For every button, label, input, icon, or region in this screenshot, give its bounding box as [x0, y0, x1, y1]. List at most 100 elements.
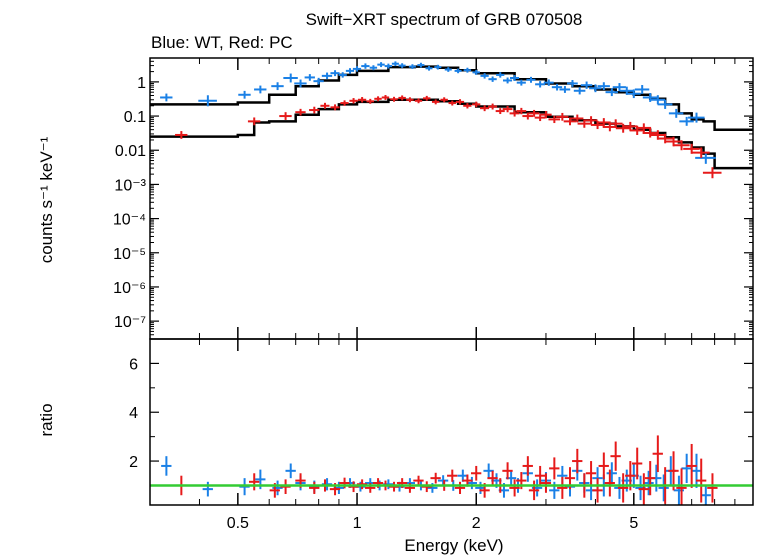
ratio-data-point — [604, 469, 615, 497]
spectrum-data-point — [361, 63, 370, 69]
ratio-data-point — [606, 462, 617, 485]
bottom-y-axis-label: ratio — [37, 403, 56, 436]
ratio-data-point — [652, 435, 663, 473]
spectrum-data-point — [448, 100, 456, 106]
ratio-data-point — [540, 473, 552, 493]
spectrum-data-point — [398, 95, 406, 101]
spectrum-data-point — [463, 103, 472, 109]
spectrum-data-point — [615, 123, 631, 133]
spectrum-data-point — [357, 97, 367, 103]
spectrum-data-point — [338, 72, 347, 78]
spectrum-data-point — [522, 112, 534, 120]
spectrum-data-point — [571, 114, 584, 123]
spectrum-data-point — [526, 76, 536, 83]
top-y-tick-label: 10⁻⁴ — [113, 212, 146, 229]
spectrum-data-point — [509, 110, 520, 117]
spectrum-data-point — [294, 79, 307, 88]
spectrum-data-point — [702, 167, 722, 179]
spectrum-data-point — [650, 95, 666, 105]
ratio-data-point — [695, 458, 707, 503]
spectrum-data-point — [548, 115, 561, 124]
spectrum-data-point — [597, 82, 610, 91]
ratio-data-point — [161, 456, 172, 476]
ratio-data-point — [339, 477, 350, 489]
spectrum-data-point — [636, 123, 652, 133]
spectrum-data-point — [692, 147, 710, 158]
bottom-y-axis-label-group: ratio — [37, 403, 56, 436]
ratio-data-point — [643, 470, 654, 496]
spectrum-data-point — [488, 103, 498, 110]
ratio-data-point — [700, 485, 711, 505]
ratio-data-point — [309, 481, 320, 495]
chart-subtitle: Blue: WT, Red: PC — [151, 33, 293, 52]
spectrum-data-point — [384, 63, 393, 69]
spectrum-data-point — [283, 73, 298, 83]
ratio-data-point — [502, 462, 513, 480]
spectrum-data-point — [313, 77, 324, 85]
spectrum-data-point — [198, 95, 217, 107]
top-y-tick-label: 10⁻⁶ — [113, 280, 146, 297]
spectrum-data-point — [516, 79, 526, 86]
spectrum-data-point — [516, 107, 527, 115]
ratio-data-point — [202, 481, 213, 497]
spectrum-data-point — [488, 76, 497, 82]
spectrum-data-point — [352, 66, 362, 72]
spectrum-data-point — [563, 117, 577, 126]
ratio-data-point — [534, 465, 546, 486]
spectrum-data-point — [454, 68, 462, 74]
spectrum-data-point — [657, 133, 673, 144]
spectrum-data-point — [596, 118, 611, 127]
top-y-tick-label: 0.1 — [124, 109, 146, 126]
spectrum-data-point — [295, 108, 306, 116]
ratio-data-point — [487, 470, 498, 486]
ratio-data-point — [430, 472, 441, 484]
spectrum-data-point — [330, 104, 340, 111]
spectrum-data-point — [605, 88, 618, 97]
ratio-data-point — [658, 474, 669, 502]
top-y-axis-label-group: counts s⁻¹ keV⁻¹ — [37, 136, 56, 263]
spectrum-data-point — [398, 63, 406, 68]
spectrum-data-point — [160, 93, 173, 102]
spectrum-data-point — [271, 82, 284, 91]
x-tick-label: 0.5 — [227, 515, 249, 532]
spectrum-data-point — [374, 96, 382, 102]
spectrum-data-point — [472, 101, 481, 108]
spectrum-data-point — [414, 98, 423, 104]
top-y-tick-label: 10⁻³ — [114, 177, 146, 194]
spectrum-data-point — [502, 77, 513, 84]
ratio-data-point — [528, 480, 540, 501]
ratio-data-point — [691, 453, 702, 488]
ratio-data-point — [522, 456, 533, 476]
spectrum-data-point — [683, 143, 700, 154]
spectrum-data-point — [642, 128, 658, 138]
spectrum-data-point — [440, 97, 448, 103]
ratio-y-tick-label: 4 — [129, 405, 138, 422]
spectrum-data-point — [309, 106, 320, 114]
model-curve — [150, 65, 753, 131]
ratio-data-point — [454, 481, 466, 495]
spectrum-data-point — [238, 90, 251, 99]
model-curve — [150, 98, 753, 170]
spectrum-data-point — [577, 119, 591, 128]
x-tick-label: 1 — [353, 515, 362, 532]
spectrum-data-point — [626, 89, 641, 99]
top-y-axis-label: counts s⁻¹ keV⁻¹ — [37, 136, 56, 263]
x-tick-label: 5 — [629, 515, 638, 532]
spectrum-data-point — [391, 61, 399, 67]
spectrum-data-point — [502, 105, 513, 113]
spectrum-data-point — [431, 99, 440, 105]
chart-title: Swift−XRT spectrum of GRB 070508 — [306, 10, 583, 29]
spectrum-data-point — [551, 83, 563, 91]
ratio-data-point — [585, 461, 597, 486]
ratio-data-point — [509, 479, 520, 497]
ratio-data-point — [285, 463, 296, 479]
spectrum-data-point — [495, 108, 505, 115]
spectrum-data-point — [423, 95, 431, 101]
spectrum-data-point — [688, 112, 705, 123]
spectrum-data-point — [425, 65, 433, 71]
spectrum-data-point — [417, 62, 425, 68]
spectrum-data-point — [434, 64, 442, 70]
top-y-tick-label: 10⁻⁵ — [113, 246, 146, 263]
spectrum-data-point — [535, 81, 546, 88]
